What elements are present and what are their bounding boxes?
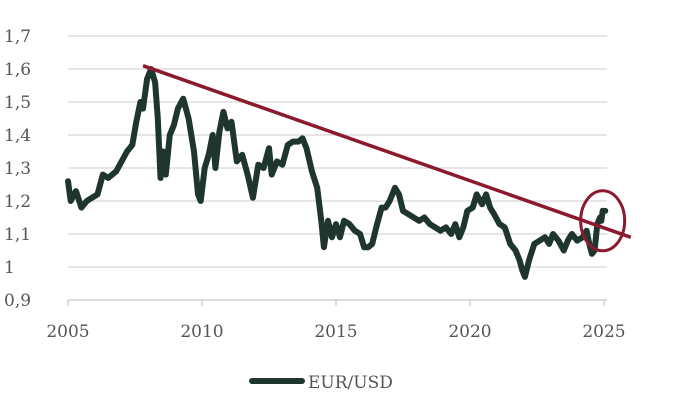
y-tick-label: 1,2 [4, 192, 31, 212]
y-tick-label: 1,6 [4, 60, 31, 80]
annotations-layer [142, 64, 632, 253]
x-tick-label: 2020 [448, 322, 491, 342]
y-tick-label: 1,1 [4, 225, 31, 245]
y-tick-label: 1,4 [4, 126, 31, 146]
trend-line [142, 64, 632, 239]
x-tick-label: 2015 [314, 322, 357, 342]
y-tick-label: 0,9 [4, 291, 31, 311]
y-axis-tick-labels: 0,9 1 1,1 1,2 1,3 1,4 1,5 1,6 1,7 [4, 27, 31, 311]
x-tick-label: 2005 [46, 322, 89, 342]
x-tick-label: 2010 [180, 322, 223, 342]
highlight-circle [579, 189, 627, 253]
y-tick-label: 1,7 [4, 27, 31, 47]
y-tick-label: 1 [4, 258, 15, 278]
series-layer [65, 66, 609, 280]
x-tick-label: 2025 [582, 322, 625, 342]
x-axis: 2005 2010 2015 2020 2025 [46, 299, 626, 342]
series-line-eurusd [65, 66, 609, 280]
legend: EUR/USD [249, 373, 393, 393]
y-tick-label: 1,5 [4, 93, 31, 113]
legend-label-eurusd: EUR/USD [308, 373, 393, 393]
y-tick-label: 1,3 [4, 159, 31, 179]
